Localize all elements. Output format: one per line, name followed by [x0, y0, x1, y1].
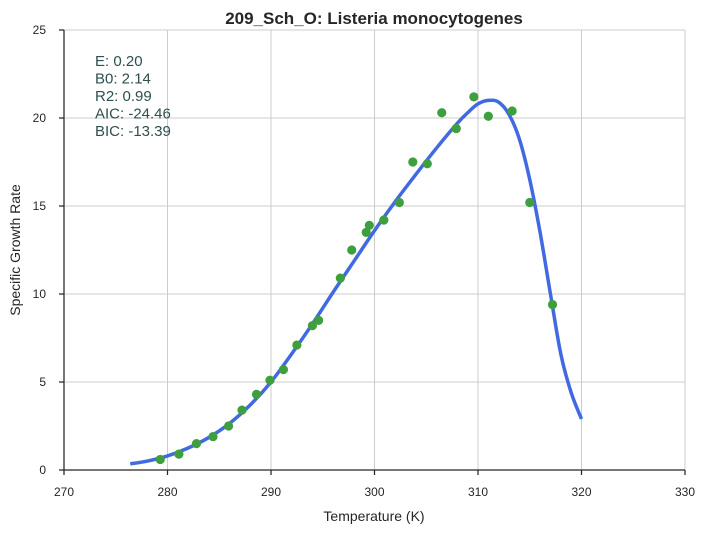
data-point [265, 375, 275, 385]
chart-title: 209_Sch_O: Listeria monocytogenes [225, 9, 523, 28]
data-point [437, 108, 447, 118]
y-tick-label: 20 [33, 111, 47, 125]
y-tick-label: 5 [39, 375, 46, 389]
y-axis-label: Specific Growth Rate [7, 184, 23, 316]
x-tick-label: 310 [468, 485, 488, 499]
data-point [408, 157, 418, 167]
data-point [507, 106, 517, 116]
data-point [191, 439, 202, 449]
data-point [379, 215, 389, 225]
data-point [483, 111, 493, 121]
y-tick-label: 0 [39, 463, 46, 477]
data-point [547, 299, 558, 310]
y-tick-label: 25 [33, 23, 47, 37]
x-tick-label: 270 [54, 485, 74, 499]
data-point [469, 92, 479, 102]
data-point [174, 449, 184, 459]
data-point [292, 340, 302, 350]
data-point [451, 123, 461, 134]
fit-stat-5: BIC: -13.39 [95, 123, 171, 140]
y-tick-label: 10 [33, 287, 47, 301]
data-points [155, 92, 558, 465]
data-point [251, 389, 262, 399]
x-tick-label: 300 [364, 485, 384, 499]
data-point [155, 454, 165, 465]
data-point [394, 197, 404, 208]
data-point [314, 315, 324, 325]
x-axis-label: Temperature (K) [323, 508, 424, 524]
tick-labels: 270 280 290 300 310 320 330 0 5 10 15 20 25 [33, 23, 696, 499]
data-point [422, 159, 432, 169]
fit-curve-line [129, 98, 584, 466]
data-point [223, 421, 234, 431]
fit-series [129, 98, 584, 466]
x-tick-label: 330 [675, 485, 695, 499]
data-point [278, 365, 289, 375]
fit-stat-3: R2: 0.99 [95, 88, 152, 105]
data-point [364, 220, 374, 230]
data-point [237, 405, 247, 415]
data-point [347, 245, 357, 255]
grid-lines [64, 29, 686, 470]
x-tick-label: 290 [261, 485, 281, 499]
fit-stat-2: B0: 2.14 [95, 71, 151, 88]
data-point [525, 197, 535, 208]
fit-stat-4: AIC: -24.46 [95, 106, 171, 123]
data-point [335, 273, 345, 283]
x-tick-label: 280 [157, 485, 177, 499]
axes [59, 29, 686, 475]
x-tick-label: 320 [571, 485, 591, 499]
data-point [307, 321, 317, 331]
fit-stat-1: E: 0.20 [95, 53, 143, 70]
data-point [208, 431, 218, 442]
y-tick-label: 15 [33, 199, 47, 213]
data-point [361, 227, 371, 237]
